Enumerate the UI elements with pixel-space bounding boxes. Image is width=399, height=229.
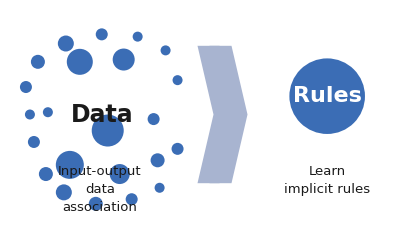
Circle shape xyxy=(20,81,32,93)
Circle shape xyxy=(289,58,365,134)
Circle shape xyxy=(31,55,45,69)
Circle shape xyxy=(25,109,35,120)
Text: Learn
implicit rules: Learn implicit rules xyxy=(284,165,370,196)
Circle shape xyxy=(132,32,143,42)
Text: Data: Data xyxy=(71,103,133,126)
Circle shape xyxy=(172,75,183,85)
Text: Rules: Rules xyxy=(293,86,361,106)
Circle shape xyxy=(89,197,103,211)
Circle shape xyxy=(92,114,124,147)
Circle shape xyxy=(56,184,72,200)
Circle shape xyxy=(154,183,165,193)
Circle shape xyxy=(56,151,84,179)
Circle shape xyxy=(58,35,74,52)
Polygon shape xyxy=(198,46,235,183)
Circle shape xyxy=(160,45,171,55)
Polygon shape xyxy=(209,46,247,183)
Text: Input-output
data
association: Input-output data association xyxy=(58,165,142,214)
Circle shape xyxy=(150,153,165,167)
Circle shape xyxy=(96,28,108,40)
Circle shape xyxy=(110,164,130,184)
Circle shape xyxy=(39,167,53,181)
Circle shape xyxy=(126,193,138,205)
Circle shape xyxy=(28,136,40,148)
Circle shape xyxy=(43,107,53,117)
Circle shape xyxy=(67,49,93,75)
Circle shape xyxy=(148,113,160,125)
Circle shape xyxy=(113,49,135,71)
Circle shape xyxy=(172,143,184,155)
